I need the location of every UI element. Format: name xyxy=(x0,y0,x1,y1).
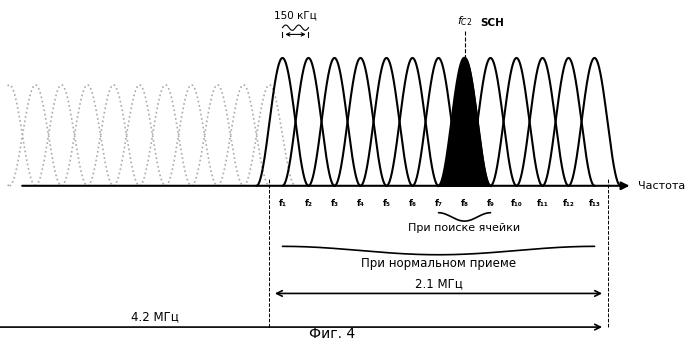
Text: 4.2 МГц: 4.2 МГц xyxy=(131,311,179,324)
Text: f₅: f₅ xyxy=(382,199,391,208)
Text: 2.1 МГц: 2.1 МГц xyxy=(415,277,462,290)
Text: f₈: f₈ xyxy=(461,199,468,208)
Text: f₁₀: f₁₀ xyxy=(511,199,522,208)
Text: При поиске ячейки: При поиске ячейки xyxy=(408,223,521,233)
Text: f₁₃: f₁₃ xyxy=(589,199,600,208)
Text: f₁₂: f₁₂ xyxy=(563,199,575,208)
Text: f₇: f₇ xyxy=(435,199,442,208)
Text: При нормальном приеме: При нормальном приеме xyxy=(361,257,516,270)
Text: f₃: f₃ xyxy=(331,199,338,208)
Text: f₂: f₂ xyxy=(305,199,312,208)
Text: SCH: SCH xyxy=(480,18,504,28)
Text: f₄: f₄ xyxy=(356,199,364,208)
Text: f₉: f₉ xyxy=(487,199,494,208)
Text: f₆: f₆ xyxy=(408,199,417,208)
Text: f₁₁: f₁₁ xyxy=(537,199,549,208)
Text: 150 кГц: 150 кГц xyxy=(274,11,317,21)
Text: Фиг. 4: Фиг. 4 xyxy=(309,327,355,341)
Text: f₁: f₁ xyxy=(279,199,287,208)
Text: Частота: Частота xyxy=(638,181,686,191)
Text: $f_{C2}$: $f_{C2}$ xyxy=(456,14,473,28)
